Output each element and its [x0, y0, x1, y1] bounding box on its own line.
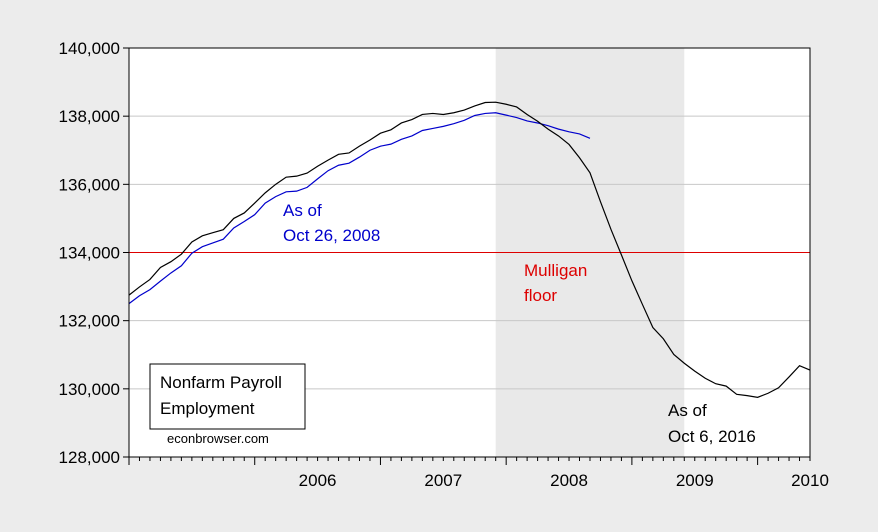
legend-box-line1: Nonfarm Payroll — [160, 373, 282, 392]
x-tick-label: 2009 — [676, 471, 714, 490]
x-tick-label: 2010 — [791, 471, 829, 490]
x-axis: 2006 2007 2008 2009 2010 — [128, 457, 829, 490]
x-tick-label: 2008 — [550, 471, 588, 490]
series-label-oct-26-2008-line1: As of — [283, 201, 322, 220]
series-line-oct-26-2008 — [128, 112, 591, 305]
x-tick-label: 2007 — [424, 471, 462, 490]
series-label-oct-6-2016-line2: Oct 6, 2016 — [668, 427, 756, 446]
legend-box-text: Nonfarm Payroll Employment — [160, 373, 287, 418]
legend-box-line2: Employment — [160, 399, 255, 418]
mulligan-floor-label-line1: Mulligan — [524, 261, 587, 280]
series-label-oct-6-2016: As of Oct 6, 2016 — [668, 401, 756, 446]
series-label-oct-6-2016-line1: As of — [668, 401, 707, 420]
mulligan-floor-label: Mulligan floor — [524, 261, 592, 305]
x-tick-label: 2006 — [299, 471, 337, 490]
legend-box — [149, 363, 306, 430]
mulligan-floor-label-line2: floor — [524, 286, 557, 305]
series-label-oct-26-2008: As of Oct 26, 2008 — [283, 201, 380, 245]
y-tick-label: 130,000 — [59, 380, 120, 399]
watermark: econbrowser.com — [167, 431, 269, 446]
y-tick-label: 138,000 — [59, 107, 120, 126]
y-tick-label: 134,000 — [59, 244, 120, 263]
series-label-oct-26-2008-line2: Oct 26, 2008 — [283, 226, 380, 245]
y-tick-label: 140,000 — [59, 39, 120, 58]
y-tick-label: 136,000 — [59, 175, 120, 194]
series-line-oct-6-2016 — [128, 101, 811, 398]
y-tick-label: 132,000 — [59, 312, 120, 331]
y-tick-label: 128,000 — [59, 448, 120, 467]
y-axis: 128,000 130,000 132,000 134,000 136,000 138,0… — [59, 39, 129, 467]
